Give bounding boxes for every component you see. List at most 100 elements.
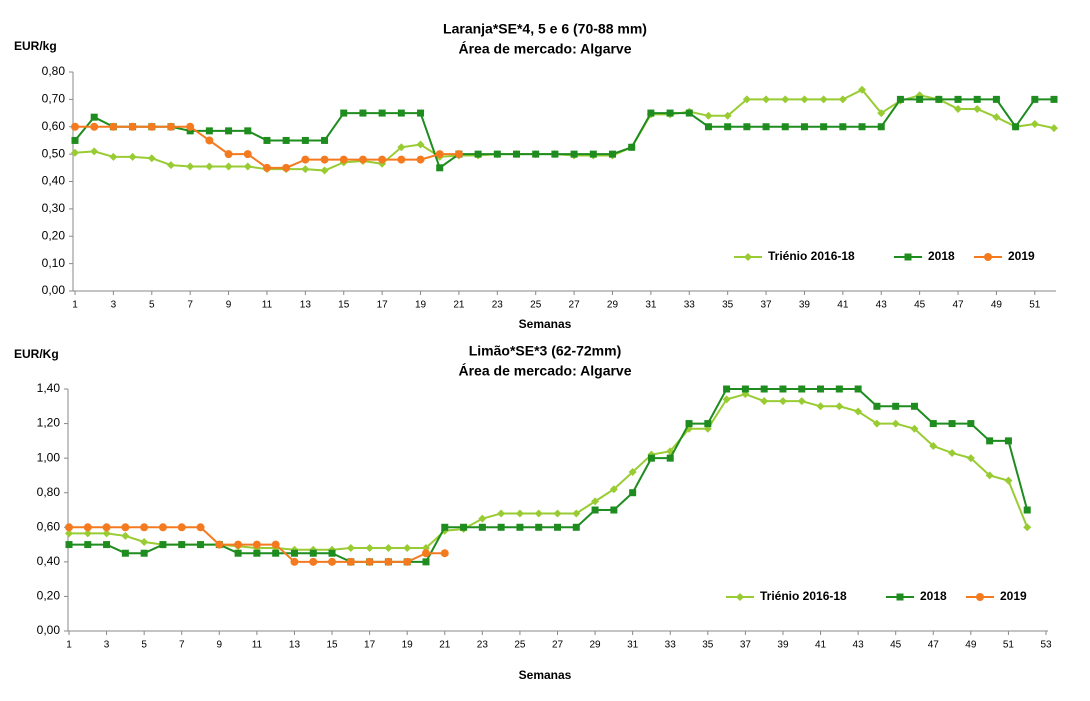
marker bbox=[608, 150, 616, 158]
marker bbox=[205, 162, 214, 171]
marker bbox=[340, 109, 348, 117]
marker bbox=[781, 123, 789, 131]
legend-marker bbox=[976, 593, 984, 601]
marker bbox=[282, 136, 290, 144]
y-tick-label: 0,60 bbox=[37, 519, 61, 533]
marker bbox=[215, 540, 224, 549]
chart-subtitle: Área de mercado: Algarve bbox=[459, 363, 632, 379]
marker bbox=[553, 509, 562, 518]
marker bbox=[441, 523, 449, 531]
marker bbox=[723, 111, 732, 120]
x-tick-label: 33 bbox=[665, 640, 677, 651]
marker bbox=[159, 541, 167, 549]
marker bbox=[102, 529, 111, 538]
marker bbox=[551, 150, 559, 158]
marker bbox=[985, 471, 994, 480]
marker bbox=[253, 549, 261, 557]
marker bbox=[178, 541, 186, 549]
marker bbox=[873, 402, 881, 410]
x-tick-label: 19 bbox=[402, 640, 414, 651]
marker bbox=[817, 385, 825, 393]
marker bbox=[140, 537, 149, 546]
marker bbox=[1004, 476, 1013, 485]
x-tick-label: 43 bbox=[853, 640, 865, 651]
marker bbox=[384, 544, 393, 553]
marker bbox=[819, 95, 828, 104]
marker bbox=[128, 122, 137, 131]
x-tick-label: 47 bbox=[952, 300, 964, 311]
marker bbox=[71, 148, 79, 157]
marker bbox=[722, 395, 731, 404]
x-tick-label: 31 bbox=[627, 640, 639, 651]
marker bbox=[186, 127, 194, 135]
x-tick-label: 15 bbox=[338, 300, 350, 311]
x-tick-label: 35 bbox=[722, 300, 734, 311]
marker bbox=[497, 523, 505, 531]
marker bbox=[572, 523, 580, 531]
x-tick-label: 39 bbox=[777, 640, 789, 651]
marker bbox=[378, 155, 387, 164]
marker bbox=[421, 549, 430, 558]
x-tick-label: 13 bbox=[289, 640, 301, 651]
marker bbox=[854, 407, 863, 416]
marker bbox=[838, 95, 847, 104]
legend-marker bbox=[744, 253, 752, 261]
marker bbox=[272, 549, 280, 557]
x-tick-label: 27 bbox=[569, 300, 581, 311]
marker bbox=[83, 523, 92, 532]
marker bbox=[403, 557, 412, 566]
marker bbox=[839, 123, 847, 131]
legend-marker bbox=[896, 593, 904, 601]
x-tick-label: 41 bbox=[837, 300, 849, 311]
y-axis-label: EUR/Kg bbox=[14, 347, 59, 361]
x-tick-label: 35 bbox=[702, 640, 714, 651]
series-line bbox=[74, 98, 1054, 170]
chart-title: Laranja*SE*4, 5 e 6 (70-88 mm) bbox=[443, 21, 647, 37]
marker bbox=[948, 448, 957, 457]
marker bbox=[90, 122, 99, 131]
marker bbox=[84, 541, 92, 549]
marker bbox=[234, 549, 242, 557]
x-tick-label: 45 bbox=[890, 640, 902, 651]
x-tick-label: 31 bbox=[645, 300, 657, 311]
marker bbox=[1004, 437, 1012, 445]
legend-label: Triénio 2016-18 bbox=[760, 589, 847, 603]
y-tick-label: 0,40 bbox=[37, 554, 61, 568]
x-tick-label: 21 bbox=[453, 300, 465, 311]
marker bbox=[929, 420, 937, 428]
marker bbox=[301, 136, 309, 144]
marker bbox=[474, 150, 482, 158]
marker bbox=[910, 424, 919, 433]
marker bbox=[177, 523, 186, 532]
marker bbox=[760, 385, 768, 393]
marker bbox=[1030, 120, 1039, 129]
y-tick-label: 0,30 bbox=[42, 201, 66, 215]
y-tick-label: 0,10 bbox=[42, 256, 66, 270]
x-tick-label: 43 bbox=[876, 300, 888, 311]
marker bbox=[535, 523, 543, 531]
marker bbox=[397, 109, 405, 117]
marker bbox=[109, 122, 118, 131]
marker bbox=[128, 152, 137, 161]
marker bbox=[83, 529, 92, 538]
marker bbox=[685, 420, 693, 428]
marker bbox=[800, 123, 808, 131]
x-tick-label: 53 bbox=[1040, 640, 1052, 651]
x-tick-label: 11 bbox=[262, 300, 273, 311]
marker bbox=[384, 557, 393, 566]
marker bbox=[358, 155, 367, 164]
y-tick-label: 0,70 bbox=[42, 92, 66, 106]
marker bbox=[589, 150, 597, 158]
marker bbox=[762, 95, 771, 104]
marker bbox=[365, 557, 374, 566]
marker bbox=[90, 147, 99, 156]
marker bbox=[243, 150, 252, 159]
marker bbox=[609, 485, 618, 494]
legend-marker bbox=[984, 253, 992, 261]
marker bbox=[359, 109, 367, 117]
marker bbox=[820, 123, 828, 131]
x-tick-label: 39 bbox=[799, 300, 811, 311]
marker bbox=[704, 123, 712, 131]
marker bbox=[478, 523, 486, 531]
